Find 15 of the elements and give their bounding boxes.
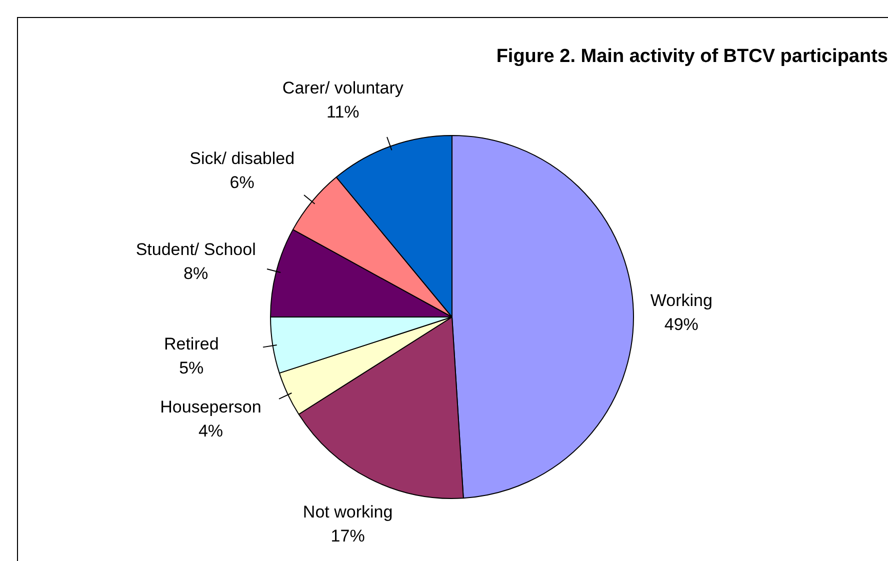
slice-label: Retired [164, 334, 219, 354]
data-label: 49% [664, 314, 698, 334]
slice-label: Not working [302, 502, 393, 522]
slice-label: Carer/ voluntary [282, 78, 404, 98]
slice-label: Working [650, 290, 712, 310]
data-label: 8% [184, 264, 208, 283]
slice-label: Houseperson [160, 397, 262, 416]
slice-label: Sick/ disabled [190, 149, 295, 168]
slice-label: Student/ School [136, 240, 256, 259]
data-label: 11% [326, 102, 360, 122]
data-label: 5% [179, 358, 204, 378]
data-label: 6% [230, 173, 254, 192]
chart-title: Figure 2. Main activity of BTCV participants [496, 46, 888, 68]
data-label: 17% [330, 526, 365, 546]
data-label: 4% [198, 421, 224, 440]
